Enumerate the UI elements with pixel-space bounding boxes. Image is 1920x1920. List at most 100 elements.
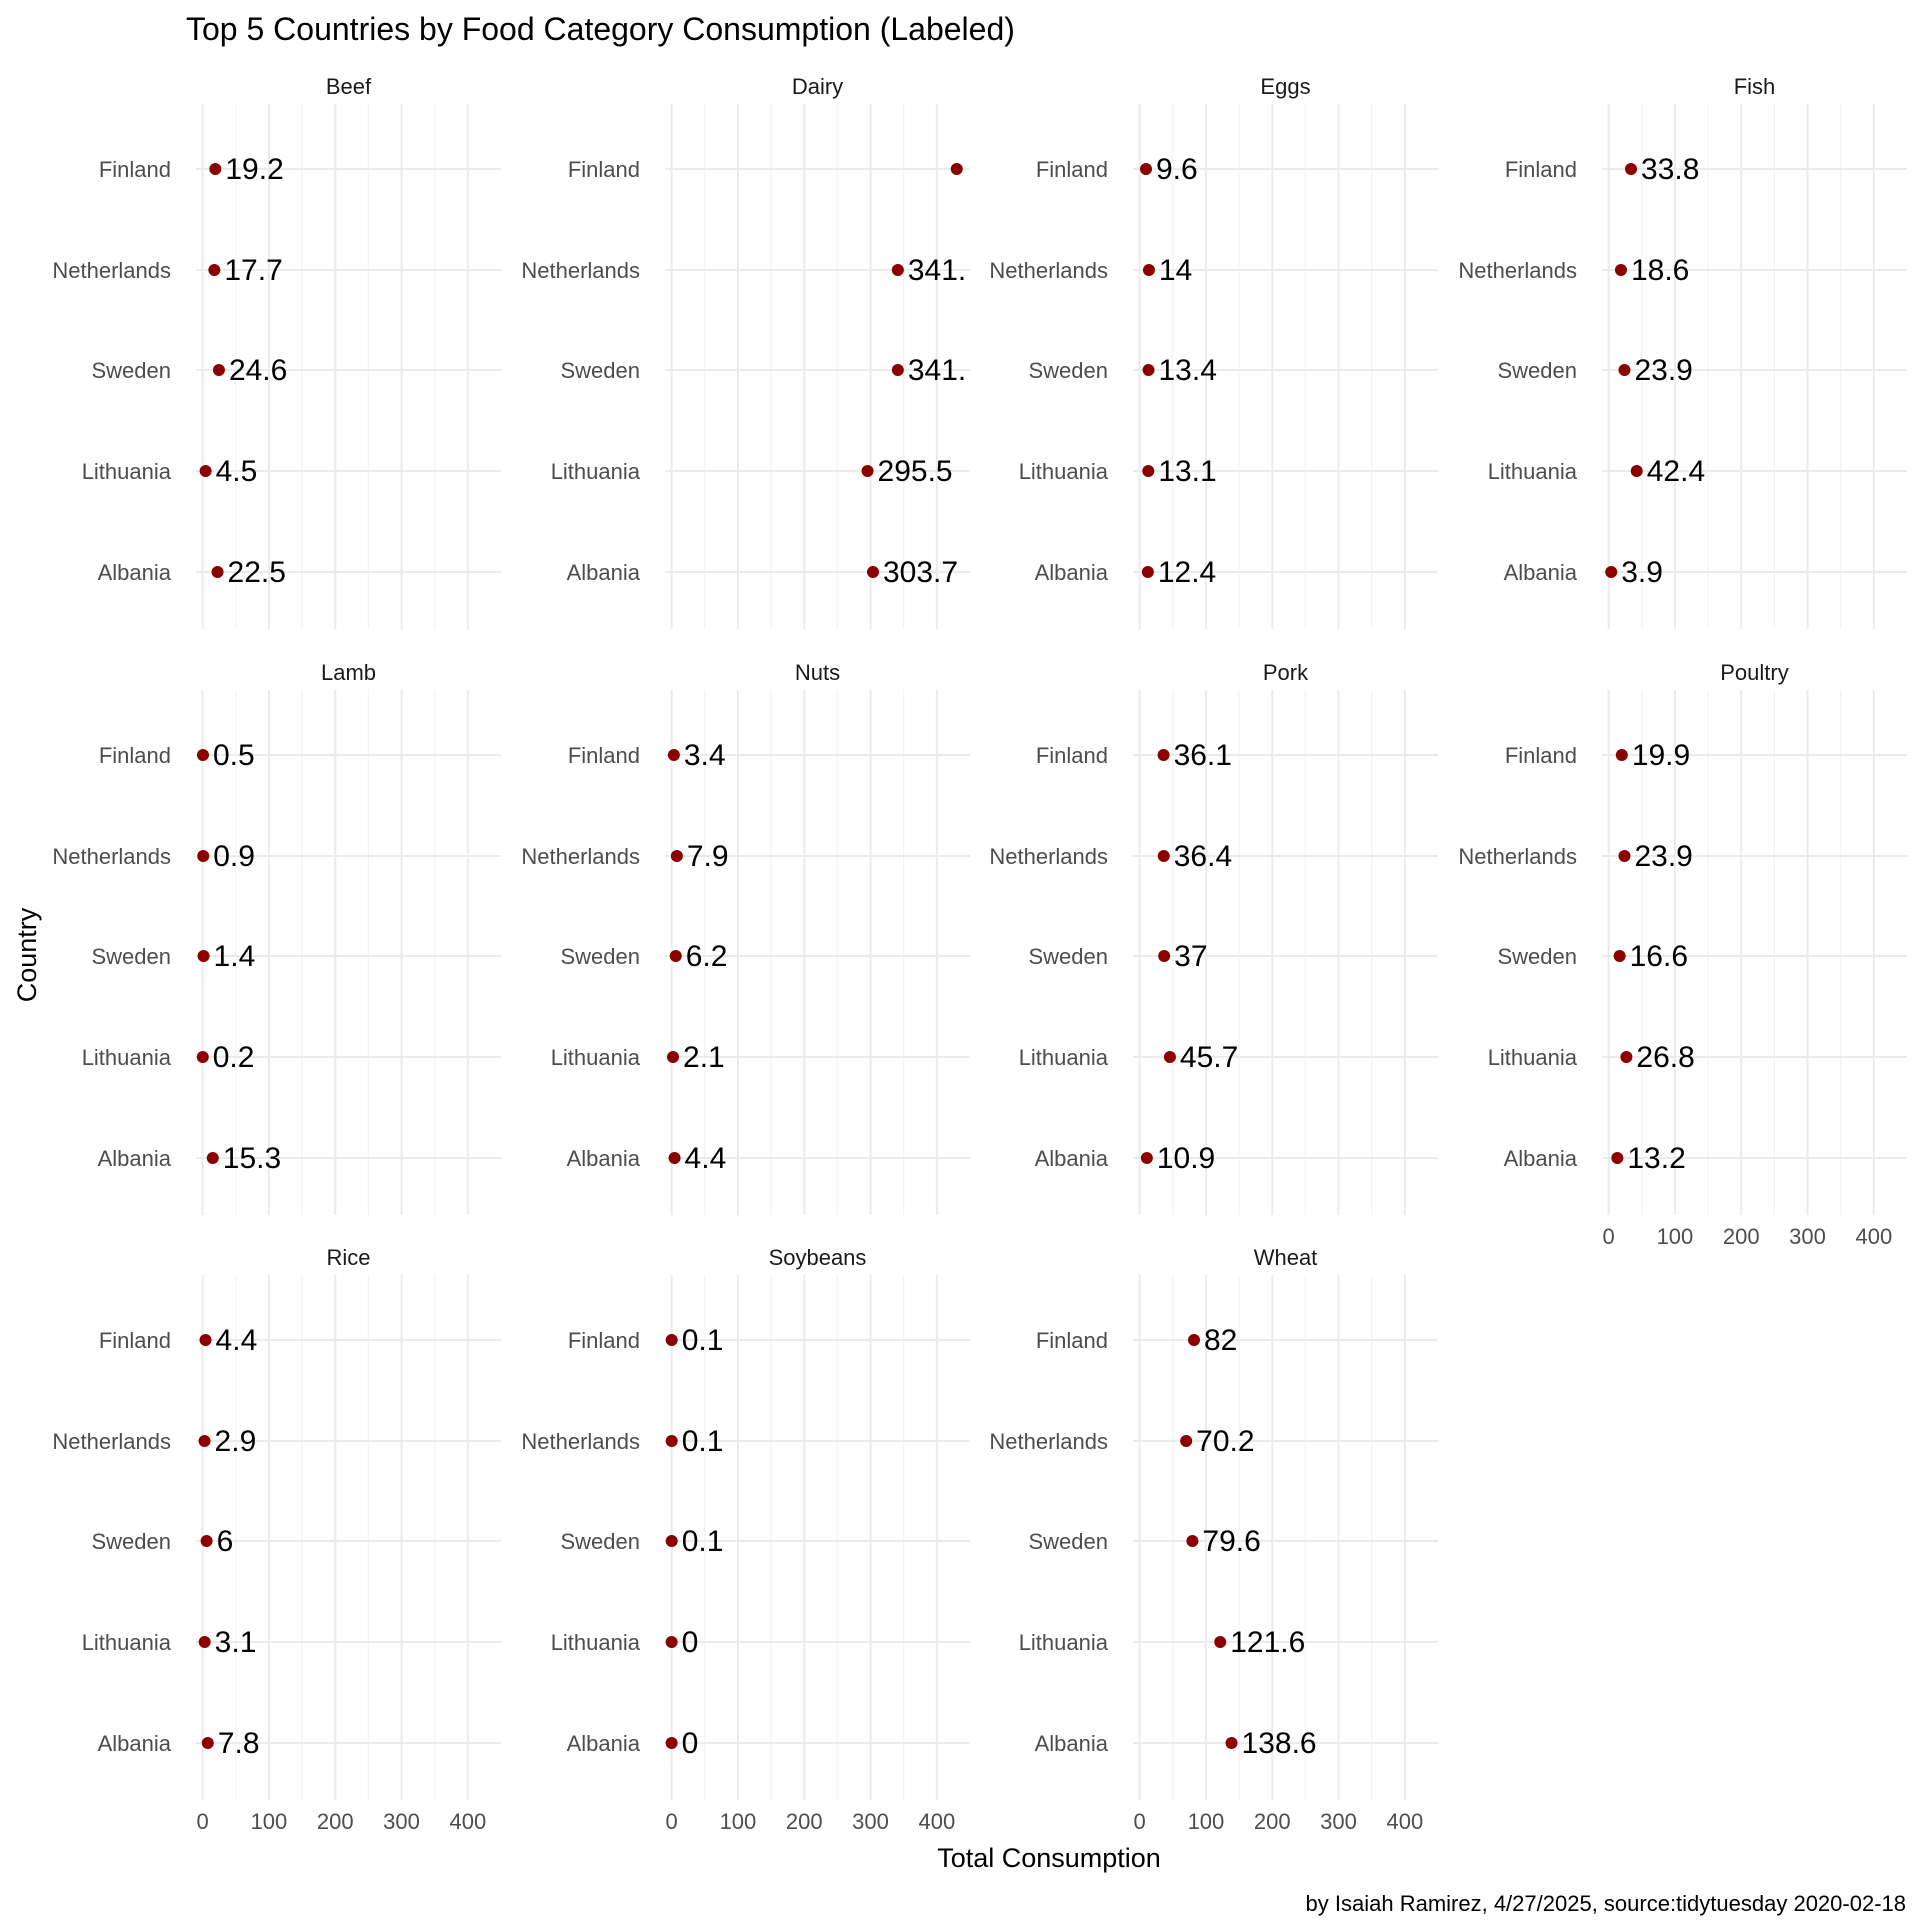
x-tick-label: 100 (251, 1809, 288, 1834)
y-tick-label: Lithuania (1488, 459, 1578, 484)
x-tick-label: 0 (197, 1809, 209, 1834)
y-tick-label: Netherlands (1458, 258, 1577, 283)
data-point-lithuania (1142, 465, 1155, 477)
data-label: 303.7 (883, 556, 958, 589)
x-tick-label: 200 (317, 1809, 354, 1834)
data-point-sweden (665, 1535, 678, 1547)
facet-dairy: Dairy Finland Netherlands Sweden Lithuania Al… (521, 74, 970, 629)
data-point-albania (1225, 1737, 1238, 1749)
data-point-sweden (1186, 1535, 1199, 1547)
data-point-finland (199, 1334, 212, 1346)
y-tick-label: Sweden (1028, 358, 1108, 383)
data-label: 15.3 (223, 1142, 281, 1175)
y-tick-label: Albania (98, 560, 172, 585)
y-tick-label: Lithuania (82, 459, 172, 484)
y-tick-label: Netherlands (1458, 844, 1577, 869)
y-tick-label: Netherlands (989, 844, 1108, 869)
data-label: 4.5 (216, 455, 258, 488)
data-point-lithuania (199, 465, 212, 477)
data-label: 3.4 (684, 739, 726, 772)
facet-strip-label: Eggs (1260, 74, 1310, 99)
x-tick-label: 100 (1657, 1224, 1694, 1249)
y-tick-label: Sweden (91, 358, 171, 383)
x-tick-label: 400 (918, 1809, 955, 1834)
data-point-albania (1605, 566, 1618, 578)
data-point-netherlands (198, 1435, 211, 1447)
data-label: 1.4 (214, 940, 256, 973)
facet-strip-label: Wheat (1254, 1245, 1318, 1270)
data-point-finland (196, 749, 209, 761)
data-label: 7.8 (218, 1727, 260, 1760)
y-tick-label: Netherlands (52, 844, 171, 869)
data-label: 12.4 (1158, 556, 1216, 589)
y-tick-label: Lithuania (1019, 1045, 1109, 1070)
data-label: 4.4 (216, 1324, 258, 1357)
x-tick-label: 400 (1855, 1224, 1892, 1249)
facet-beef: Beef Finland Netherlands Sweden Lithuania Alb… (52, 74, 501, 629)
y-tick-label: Finland (1036, 157, 1108, 182)
facet-strip-label: Lamb (321, 660, 376, 685)
data-point-finland (209, 163, 222, 175)
y-tick-label: Netherlands (521, 258, 640, 283)
data-label: 70.2 (1196, 1425, 1254, 1458)
y-tick-label: Finland (568, 1328, 640, 1353)
y-tick-label: Netherlands (521, 1429, 640, 1454)
y-tick-label: Albania (567, 1146, 641, 1171)
data-point-netherlands (670, 850, 683, 862)
data-label: 19.2 (225, 153, 283, 186)
data-label: 0 (682, 1727, 699, 1760)
data-label: 33.8 (1641, 153, 1699, 186)
data-label: 2.1 (683, 1041, 725, 1074)
facet-rice: Rice Finland Netherlands Sweden Lithuania Alb… (52, 1245, 501, 1834)
data-point-lithuania (665, 1636, 678, 1648)
data-point-finland (1615, 749, 1628, 761)
data-point-lithuania (196, 1051, 209, 1063)
facet-strip-label: Poultry (1720, 660, 1788, 685)
data-point-lithuania (198, 1636, 211, 1648)
y-tick-label: Lithuania (1019, 459, 1109, 484)
y-tick-label: Albania (1504, 560, 1578, 585)
y-tick-label: Netherlands (989, 258, 1108, 283)
data-point-lithuania (667, 1051, 680, 1063)
facet-lamb: Lamb Finland Netherlands Sweden Lithuania Alb… (52, 660, 501, 1215)
y-tick-label: Sweden (560, 358, 640, 383)
data-label: 24.6 (229, 354, 287, 387)
data-point-finland (667, 749, 680, 761)
data-label: 4.4 (685, 1142, 727, 1175)
y-tick-label: Sweden (1497, 358, 1577, 383)
data-point-finland (1157, 749, 1170, 761)
y-tick-label: Sweden (1028, 1529, 1108, 1554)
x-tick-label: 300 (383, 1809, 420, 1834)
data-label: 138.6 (1242, 1727, 1317, 1760)
y-tick-label: Albania (98, 1146, 172, 1171)
y-tick-label: Albania (567, 1731, 641, 1756)
data-label: 10.9 (1157, 1142, 1215, 1175)
data-point-netherlands (891, 264, 904, 276)
facet-pork: Pork Finland Netherlands Sweden Lithuania Alb… (989, 660, 1438, 1215)
data-point-albania (866, 566, 879, 578)
y-tick-label: Finland (1505, 157, 1577, 182)
y-tick-label: Finland (568, 157, 640, 182)
data-label: 22.5 (228, 556, 286, 589)
x-tick-label: 100 (1188, 1809, 1225, 1834)
facet-strip-label: Fish (1734, 74, 1776, 99)
data-label: 7.9 (687, 840, 729, 873)
x-tick-label: 300 (852, 1809, 889, 1834)
data-label: 295.5 (878, 455, 953, 488)
x-tick-label: 300 (1789, 1224, 1826, 1249)
y-tick-label: Netherlands (521, 844, 640, 869)
data-point-netherlands (1180, 1435, 1193, 1447)
x-tick-label: 100 (720, 1809, 757, 1834)
data-label: 14 (1159, 254, 1192, 287)
data-label: 13.4 (1159, 354, 1217, 387)
y-tick-label: Finland (99, 1328, 171, 1353)
x-tick-label: 200 (786, 1809, 823, 1834)
data-label: 341. (908, 254, 966, 287)
data-label: 42.4 (1647, 455, 1705, 488)
data-label: 19.9 (1632, 739, 1690, 772)
data-point-sweden (1158, 950, 1171, 962)
facet-strip-label: Dairy (792, 74, 843, 99)
data-point-albania (665, 1737, 678, 1749)
y-tick-label: Finland (568, 743, 640, 768)
data-label: 45.7 (1180, 1041, 1238, 1074)
